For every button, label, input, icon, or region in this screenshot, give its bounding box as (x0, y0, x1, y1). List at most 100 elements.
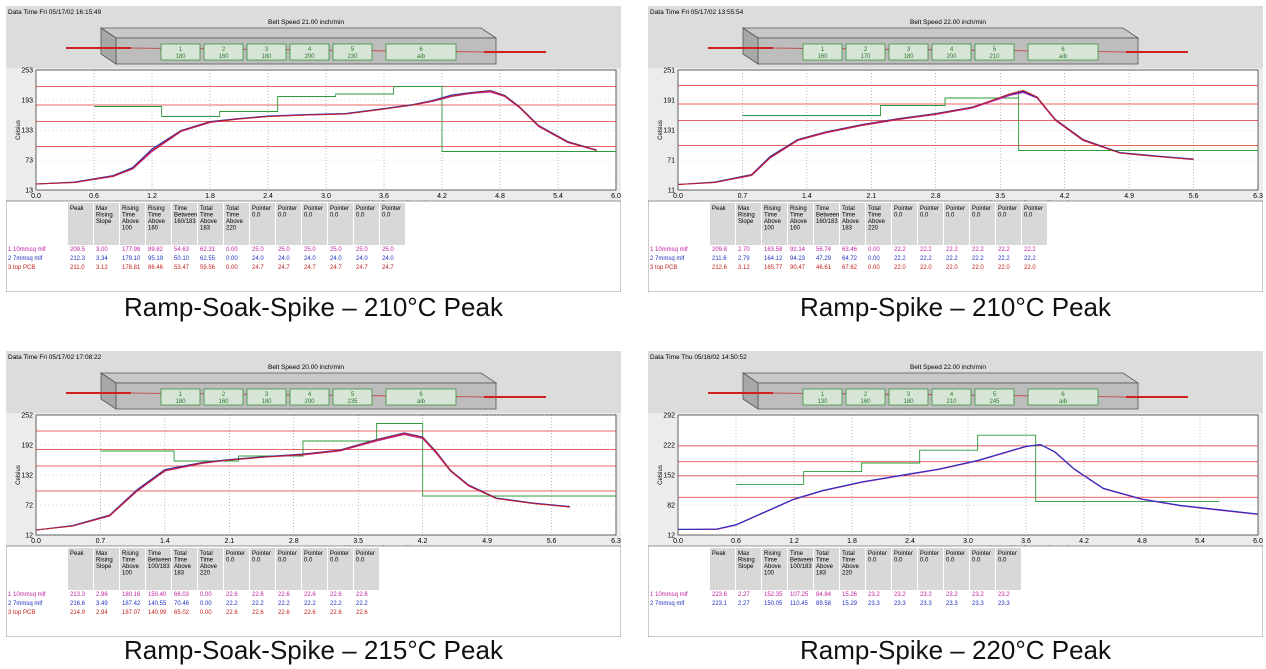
table-cell: 70.46 (174, 601, 190, 607)
table-cell: 59.56 (200, 265, 216, 271)
zone-3 (246, 43, 287, 61)
table-cell: 180.16 (122, 592, 141, 598)
zone-number: 1 (821, 47, 825, 53)
table-header-text: 183 (174, 571, 185, 577)
table-header-cell (996, 203, 1021, 245)
y-axis-label: Celsius (658, 120, 664, 140)
table-header-text: 0.0 (998, 558, 1007, 564)
table-header-text: 100/183 (790, 564, 812, 570)
y-tick-label: 132 (21, 473, 33, 480)
table-cell: 25.0 (382, 247, 394, 253)
zone-number: 5 (351, 392, 355, 398)
table-cell: 22.6 (226, 610, 238, 616)
table-header-text: Time (174, 206, 188, 212)
table-header-text: Peak (70, 206, 85, 212)
table-header-text: Rising (738, 558, 755, 564)
table-cell: 25.0 (356, 247, 368, 253)
table-header-text: Pointer (998, 206, 1017, 212)
table-cell: 63.46 (842, 247, 858, 253)
table-header-text: 0.0 (972, 213, 981, 219)
table-header-text: Pointer (894, 206, 913, 212)
table-cell: 86.46 (148, 265, 164, 271)
table-header-text: Pointer (226, 551, 245, 557)
table-cell: 22.2 (304, 601, 316, 607)
table-header-cell (172, 548, 197, 590)
zone-temp: 170 (860, 54, 871, 60)
table-header-text: Time (842, 558, 856, 564)
table-header-text: 0.0 (946, 558, 955, 564)
zone-temp: 160 (218, 54, 229, 60)
x-tick-label: 2.1 (224, 538, 234, 545)
table-header-text: 0.0 (382, 213, 391, 219)
table-header-text: Time (122, 558, 136, 564)
table-cell: 24.7 (330, 265, 342, 271)
table-cell: 22.2 (894, 256, 906, 262)
table-header-text: Pointer (330, 551, 349, 557)
series-line-3 (35, 90, 597, 185)
y-tick-label: 131 (663, 128, 675, 135)
table-header-text: Above (764, 219, 782, 225)
zone-number: 1 (179, 47, 183, 53)
table-header-cell (302, 203, 327, 245)
zone-4 (931, 388, 972, 406)
table-header-text: Max (738, 551, 749, 557)
table-header-text: Pointer (278, 206, 297, 212)
belt-speed-label: Belt Speed 22.00 inch/min (910, 364, 986, 371)
x-tick-label: 1.8 (847, 538, 857, 545)
zone-temp: 245 (989, 399, 1000, 405)
table-row-label: 2 7mmsq mlf (8, 256, 43, 262)
profile-svg-2: Data Time Fri 05/17/02 13:55:54 Belt Spee… (648, 6, 1263, 292)
table-cell: 0.00 (200, 610, 212, 616)
table-header-cell (814, 548, 839, 590)
table-header-text: 0.0 (252, 213, 261, 219)
table-header-text: Rising (764, 551, 781, 557)
table-header-cell (710, 548, 735, 590)
table-header-text: Pointer (382, 206, 401, 212)
table-header-text: 0.0 (304, 558, 313, 564)
zone-number: 1 (821, 392, 825, 398)
table-cell: 25.0 (252, 247, 264, 253)
table-header-cell (120, 548, 145, 590)
caption-1: Ramp-Soak-Spike – 210°C Peak (124, 292, 503, 322)
y-axis-label: Celsius (16, 465, 22, 485)
zone-4 (289, 43, 330, 61)
x-tick-label: 4.8 (495, 193, 505, 200)
table-header-text: Time (148, 551, 162, 557)
y-tick-label: 193 (21, 98, 33, 105)
table-cell: 209.8 (712, 247, 728, 253)
x-tick-label: 3.6 (1021, 538, 1031, 545)
table-cell: 0.00 (226, 256, 238, 262)
y-tick-label: 222 (663, 443, 675, 450)
table-header-text: Pointer (356, 551, 375, 557)
table-cell: 22.2 (252, 601, 264, 607)
table-cell: 3.34 (96, 256, 108, 262)
y-tick-label: 192 (21, 443, 33, 450)
table-header-text: 0.0 (868, 558, 877, 564)
table-header-text: Time (200, 213, 214, 219)
table-header-text: Total (226, 206, 239, 212)
table-row-label: 2 7mmsq mlf (8, 601, 43, 607)
table-header-text: 0.0 (920, 558, 929, 564)
table-cell: 24.0 (252, 256, 264, 262)
table-header-cell (1022, 203, 1047, 245)
table-cell: 2.70 (738, 247, 750, 253)
table-header-cell (710, 203, 735, 245)
table-header-cell (224, 203, 249, 245)
table-cell: 23.3 (972, 601, 984, 607)
table-header-text: Slope (96, 564, 112, 570)
table-header-cell (172, 203, 197, 245)
table-cell: 0.00 (200, 601, 212, 607)
table-header-text: Pointer (920, 551, 939, 557)
table-cell: 22.6 (226, 592, 238, 598)
table-header-cell (788, 203, 813, 245)
zone-temp: 180 (261, 54, 272, 60)
zone-number: 4 (950, 392, 954, 398)
table-cell: 53.47 (174, 265, 190, 271)
zone-6 (385, 388, 457, 406)
table-row-label: 2 7mmsq mlf (650, 256, 685, 262)
table-cell: 214.9 (70, 610, 86, 616)
table-cell: 22.0 (894, 265, 906, 271)
table-header-text: 160 (790, 226, 801, 232)
table-cell: 0.00 (226, 265, 238, 271)
